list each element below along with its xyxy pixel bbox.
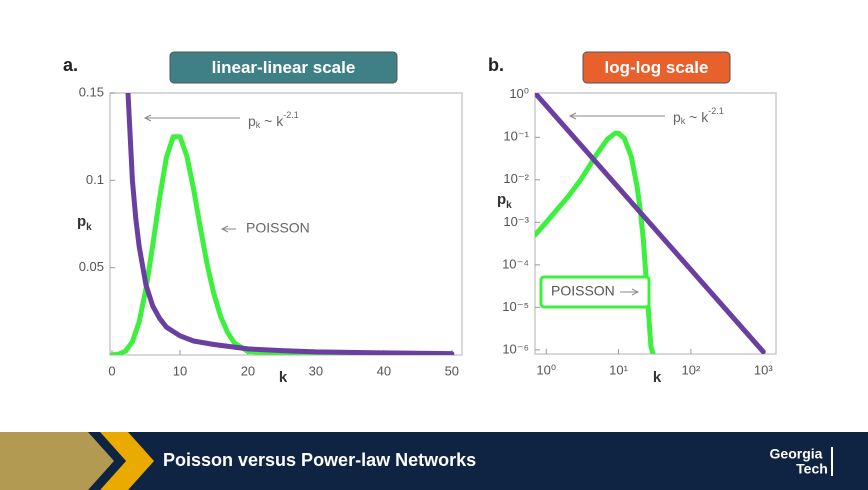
y-tick-label: 10⁻³	[503, 214, 529, 229]
x-tick-label: 40	[377, 363, 391, 378]
y-axis-label: pk	[77, 213, 92, 233]
series-line	[535, 93, 766, 354]
annotation: pk ~ k-2.1	[248, 110, 299, 130]
annotation-sup: -2.1	[708, 106, 724, 116]
y-axis-label-sub: k	[86, 222, 92, 233]
panel-label: a.	[63, 55, 78, 75]
annotation-base: p	[248, 113, 256, 129]
y-axis-label-sub: k	[506, 200, 512, 211]
y-tick-label: 10⁻⁶	[502, 341, 529, 356]
x-tick-label: 10⁰	[536, 362, 556, 377]
annotation-arrowhead	[143, 114, 152, 122]
x-tick-label: 50	[445, 363, 459, 378]
y-axis-label-base: p	[77, 213, 86, 230]
x-tick-label: 10	[173, 363, 187, 378]
annotation-box	[539, 275, 651, 309]
title-box	[169, 51, 398, 84]
annotation-mid: ~ k	[685, 109, 709, 125]
y-axis-label: pk	[497, 191, 512, 211]
title-box	[582, 51, 731, 84]
footer-chevron-gap	[88, 432, 126, 490]
y-tick-label: 0.05	[79, 259, 104, 274]
series-line	[535, 130, 656, 354]
x-tick-label: 0	[108, 363, 115, 378]
x-tick-label: 20	[241, 363, 255, 378]
logo-line: Tech	[796, 461, 828, 477]
chart-title: log-log scale	[605, 58, 709, 77]
y-tick-label: 10⁻⁴	[502, 256, 529, 271]
x-axis-label: k	[653, 369, 662, 386]
annotation-sub: k	[681, 116, 686, 126]
annotation: pk ~ k-2.1	[673, 106, 724, 126]
y-tick-label: 0.1	[86, 172, 104, 187]
annotation-base: p	[673, 109, 681, 125]
x-tick-label: 10¹	[609, 362, 628, 377]
y-tick-label: 10⁰	[509, 86, 529, 101]
series-line	[125, 93, 455, 355]
annotation-arrowhead	[631, 288, 640, 296]
x-tick-label: 30	[309, 363, 323, 378]
annotation: POISSON	[246, 220, 310, 236]
annotation-arrowhead	[568, 112, 577, 120]
footer-chevron	[100, 432, 154, 490]
annotation-arrowhead	[220, 225, 229, 233]
chart-title: linear-linear scale	[212, 58, 356, 77]
y-tick-label: 0.15	[79, 84, 104, 99]
series-line	[110, 134, 455, 355]
footer-chevron	[0, 432, 118, 490]
footer-title: Poisson versus Power-law Networks	[163, 450, 476, 470]
y-axis-label-base: p	[497, 191, 506, 208]
annotation-mid: ~ k	[260, 113, 284, 129]
annotation: POISSON	[551, 283, 615, 299]
panel-label: b.	[488, 55, 504, 75]
annotation-sub: k	[256, 120, 261, 130]
y-tick-label: 10⁻²	[503, 171, 529, 186]
annotation-sup: -2.1	[283, 110, 299, 120]
y-tick-label: 10⁻¹	[503, 129, 529, 144]
y-tick-label: 10⁻⁵	[502, 299, 529, 314]
x-tick-label: 10³	[754, 362, 773, 377]
x-tick-label: 10²	[682, 362, 701, 377]
logo-line: Georgia	[770, 446, 823, 462]
x-axis-label: k	[279, 369, 288, 386]
